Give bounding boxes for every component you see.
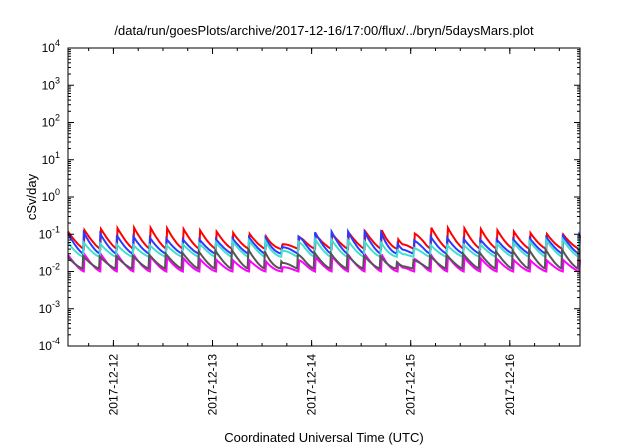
series-layer — [67, 223, 581, 273]
y-tick-label: 100 — [42, 187, 60, 204]
x-tick-label: 2017-12-15 — [404, 354, 418, 416]
x-tick-label: 2017-12-13 — [206, 354, 220, 416]
series-line — [67, 227, 581, 256]
y-tick-label: 10-1 — [39, 224, 60, 241]
plot-frame — [67, 47, 581, 347]
y-tick-label: 101 — [42, 150, 60, 167]
series-line — [67, 223, 581, 251]
chart-title: /data/run/goesPlots/archive/2017-12-16/1… — [114, 23, 534, 38]
y-axis-label: cSv/day — [24, 173, 39, 220]
series-line — [67, 235, 581, 259]
x-axis: 2017-12-12 2017-12-13 2017-12-14 2017-12-15… — [88, 48, 560, 416]
y-tick-label: 10-4 — [39, 336, 60, 353]
x-axis-label: Coordinated Universal Time (UTC) — [224, 430, 423, 445]
y-tick-label: 10-2 — [39, 262, 60, 279]
y-tick-label: 10-3 — [39, 299, 60, 316]
y-axis: 104 103 102 101 100 10-1 10-2 10-3 10-4 — [39, 38, 580, 353]
y-tick-label: 102 — [42, 113, 60, 130]
y-tick-label: 104 — [42, 38, 60, 55]
x-tick-label: 2017-12-14 — [305, 354, 319, 416]
x-tick-label: 2017-12-16 — [503, 354, 517, 416]
x-tick-label: 2017-12-12 — [106, 354, 120, 416]
series-line — [67, 246, 581, 271]
y-tick-label: 103 — [42, 75, 60, 92]
